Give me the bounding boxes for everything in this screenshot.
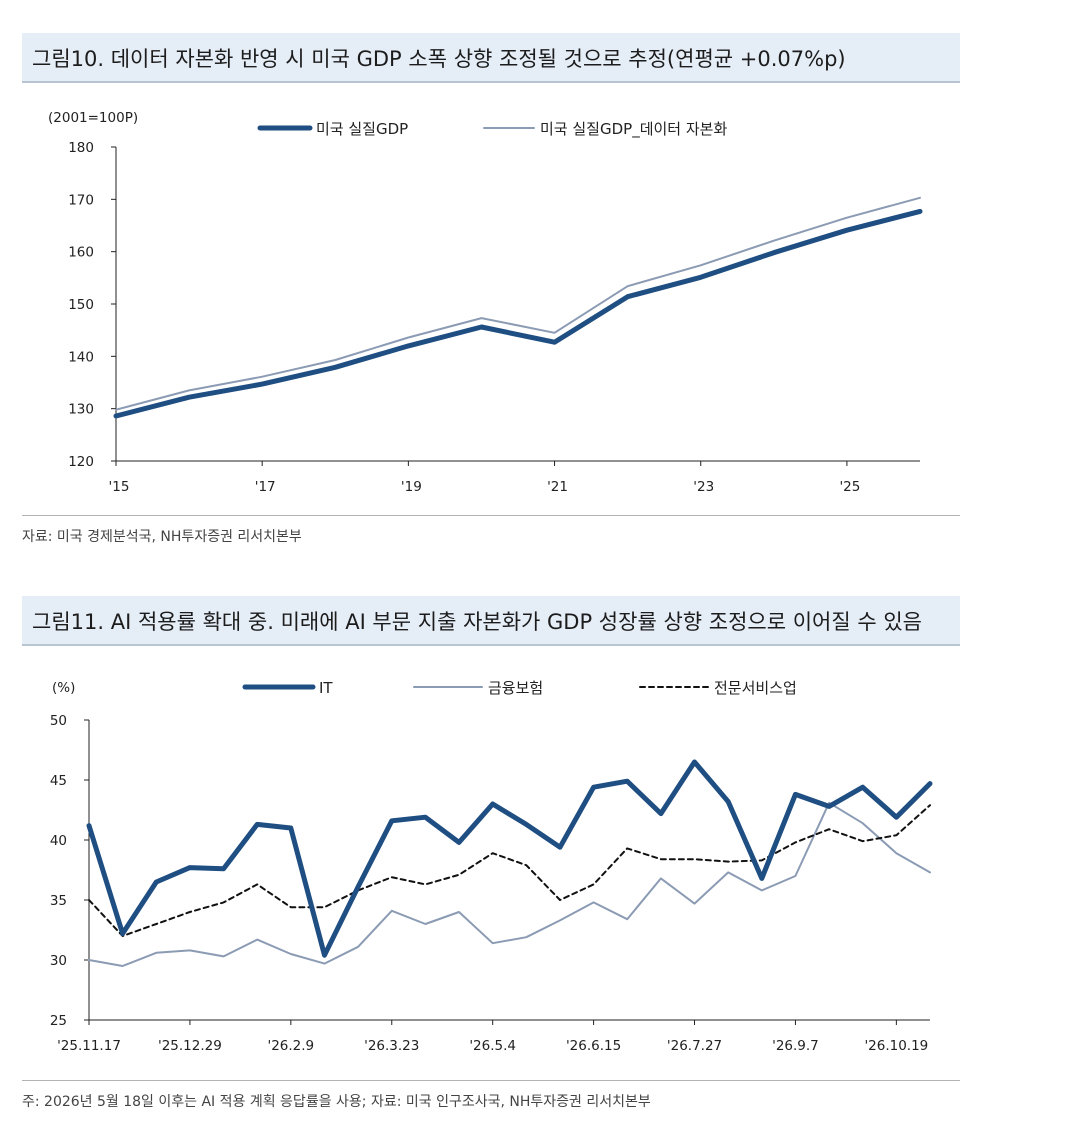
chart2-legend-label-1: IT [319,679,333,697]
chart2-legend-label-3: 전문서비스업 [714,679,797,697]
chart2-x-tick-label: '26.6.15 [566,1038,621,1054]
chart1-x-tick-label: '25 [839,479,860,495]
chart2-series-line-1 [86,759,933,958]
chart2-title: 그림11. AI 적용률 확대 중. 미래에 AI 부문 지출 자본화가 GDP… [32,610,922,634]
chart2-x-tick-label: '26.7.27 [667,1038,722,1054]
chart2-x-tick-label: '26.9.7 [772,1038,819,1054]
chart2-y-tick-label: 25 [50,1013,67,1029]
chart2-y-tick-label: 50 [50,713,67,729]
chart2-y-tick-label: 30 [50,953,67,969]
chart1-unit-label: (2001=100P) [48,110,138,126]
chart1-x-tick-label: '21 [547,479,568,495]
chart2-x-tick-label: '25.11.17 [57,1038,121,1054]
chart1-title-bar: 그림10. 데이터 자본화 반영 시 미국 GDP 소폭 상향 조정될 것으로 … [22,33,960,83]
chart2-x-tick-label: '26.3.23 [364,1038,419,1054]
chart1-source: 자료: 미국 경제분석국, NH투자증권 리서치본부 [22,515,960,546]
chart2-y-tick-label: 45 [50,773,67,789]
chart1-x-tick-label: '19 [401,479,422,495]
chart1-series-line-2 [115,196,921,411]
chart1-y-tick-label: 150 [68,297,94,313]
chart2-x-tick-label: '26.2.9 [268,1038,315,1054]
chart2-unit-label: (%) [52,680,75,696]
chart1-x-tick-label: '23 [693,479,714,495]
chart2-y-tick-label: 35 [50,893,67,909]
chart1-legend-label-1: 미국 실질GDP [316,120,408,138]
chart2-legend-label-2: 금융보험 [488,679,543,697]
chart2-y-tick-label: 40 [50,833,67,849]
chart1-y-tick-label: 170 [68,192,94,208]
chart1-legend-label-2: 미국 실질GDP_데이터 자본화 [540,120,727,139]
chart1-x-tick-label: '17 [255,479,276,495]
chart2-x-tick-label: '26.5.4 [469,1038,516,1054]
chart1-title: 그림10. 데이터 자본화 반영 시 미국 GDP 소폭 상향 조정될 것으로 … [32,47,846,71]
chart1-y-tick-label: 160 [68,245,94,261]
chart2-source: 주: 2026년 5월 18일 이후는 AI 적용 계획 응답률을 사용; 자료… [22,1080,960,1111]
chart1-y-tick-label: 120 [68,454,94,470]
chart2-series-line-3 [88,804,931,937]
chart2-title-bar: 그림11. AI 적용률 확대 중. 미래에 AI 부문 지출 자본화가 GDP… [22,596,960,646]
chart2-series-line-2 [88,801,931,967]
chart2-x-tick-label: '25.12.29 [158,1038,222,1054]
chart1-x-tick-label: '15 [109,479,130,495]
chart1-y-tick-label: 130 [68,402,94,418]
chart1-y-tick-label: 140 [68,349,94,365]
chart1-series-line-1 [113,208,923,419]
chart1-y-tick-label: 180 [68,140,94,156]
chart2-x-tick-label: '26.10.19 [864,1038,928,1054]
